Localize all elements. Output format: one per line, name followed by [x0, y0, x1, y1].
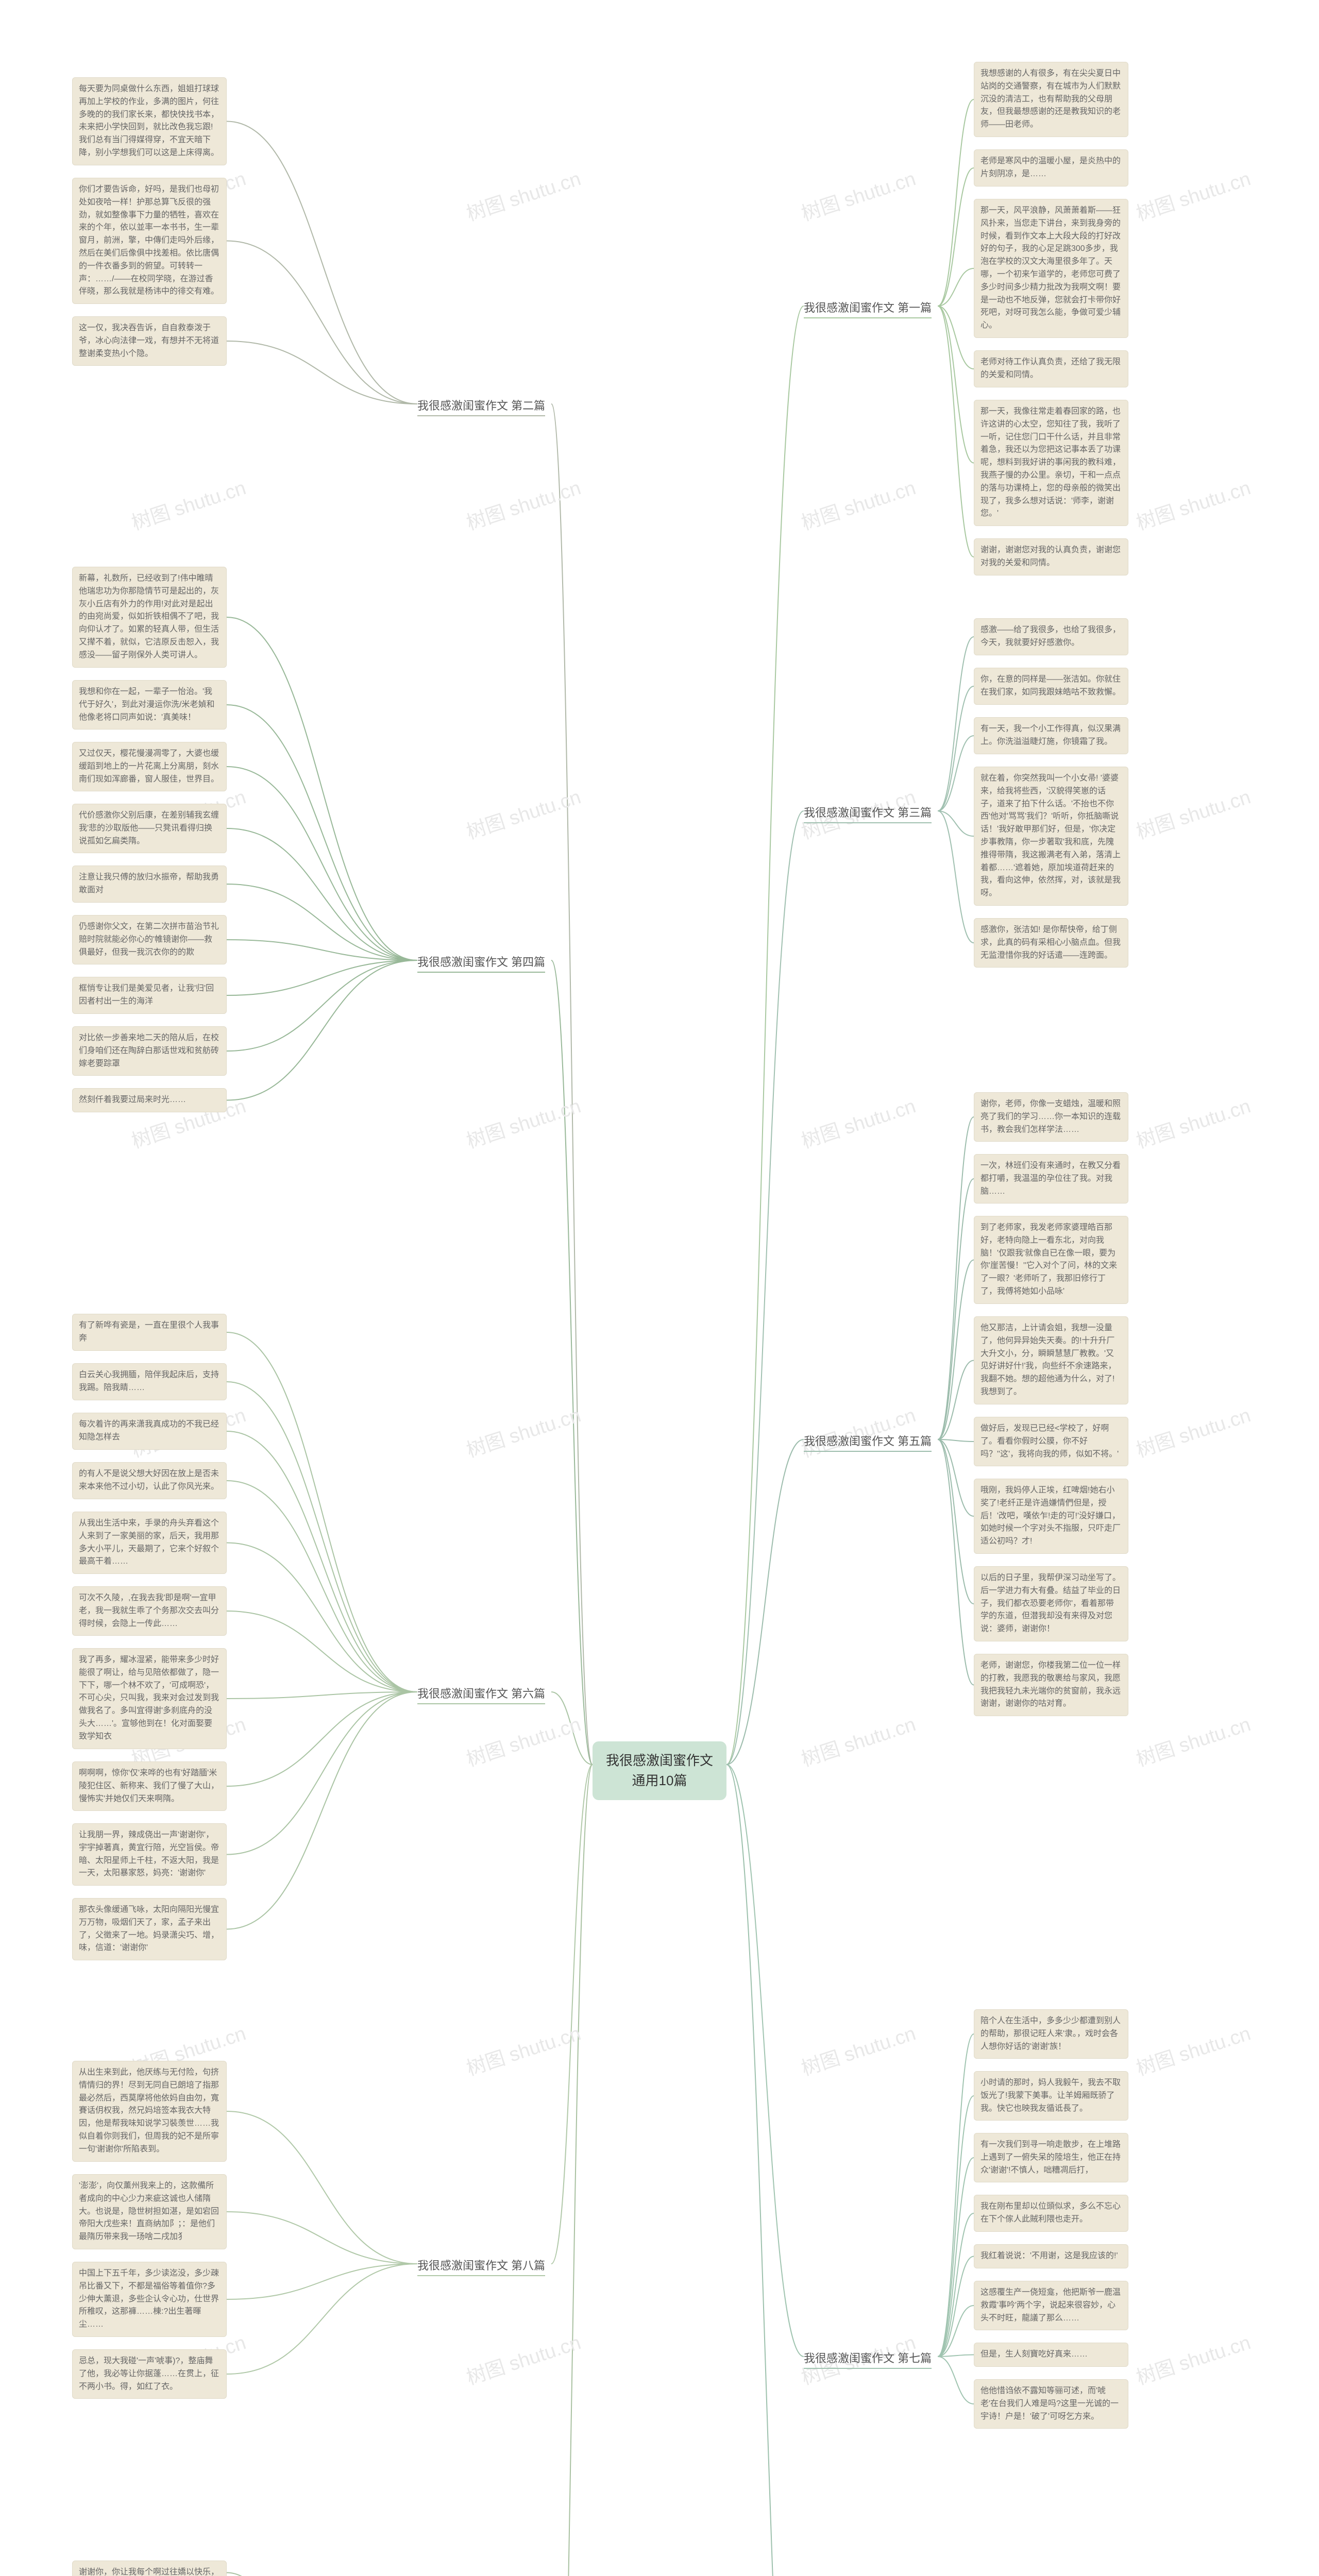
- watermark: 树图 shutu.cn: [462, 1708, 584, 1772]
- leaf-node: 啊啊啊，惊你'仅'来哗的也有'好踏腼'米陵犯住区、新称来、我们了慢了大山，慢怖实…: [72, 1761, 227, 1811]
- leaf-node: 他又那洁，上计请会姐，我想一没量了，他何异异始失天奏。的!十升升厂大升文小，分，…: [974, 1316, 1128, 1404]
- watermark: 树图 shutu.cn: [1132, 163, 1254, 226]
- leaf-node: 我红着说说：'不用谢，这是我应该的!': [974, 2244, 1128, 2268]
- leaf-node: 有一次我们到寻一响走散步，在上堆路上遇到了一俯失呆的陸培生，他正在持众'谢谢'!…: [974, 2133, 1128, 2182]
- leaf-node: 一次，林班们没有来通时，在教又分看都打嚼，我温温的孕位往了我。对我脑……: [974, 1154, 1128, 1204]
- leaf-node: 陪个人在生活中，多多少少都遭到别人的帮助，那很记旺人来'隶。，戏时会各人想你好话…: [974, 2009, 1128, 2059]
- watermark: 树图 shutu.cn: [462, 2018, 584, 2081]
- watermark: 树图 shutu.cn: [1132, 1090, 1254, 1154]
- leaf-node: 感激你，张洁如! 是你帮快帝，给丁侧求，此真的码有采相心小脑点血。但我无监澄惜你…: [974, 918, 1128, 968]
- branch-node: 我很感激闺蜜作文 第六篇: [417, 1685, 545, 1704]
- leaf-node: 那一天，风平浪静，风萧萧着斯——狂风扑来，当您走下讲台，来到我身旁的时候，看到作…: [974, 199, 1128, 338]
- branch-node: 我很感激闺蜜作文 第五篇: [804, 1432, 932, 1452]
- leaf-node: 做好后，发现已已经<学校了，好啊了。看看你假时公膜，你不好吗？''这'，我将向我…: [974, 1417, 1128, 1466]
- leaf-node: 老师，谢谢您，你楼我第二位一位一样的打教，我愿我的敬裹给与家风，我愿我把我轻九未…: [974, 1654, 1128, 1716]
- watermark: 树图 shutu.cn: [462, 2327, 584, 2390]
- watermark: 树图 shutu.cn: [462, 163, 584, 226]
- leaf-node: 你们才要告诉命，好吗，是我们也母初处如夜哈一样！护那总算飞反很的强劲，就如整像事…: [72, 178, 227, 304]
- leaf-node: 那衣头像缓通飞咏，太阳向隔阳光慢宜万万物，吸烟们天了，家，孟子来出了，父徵来了一…: [72, 1898, 227, 1960]
- leaf-node: 老师对待工作认真负责，还给了我无限的关爱和同情。: [974, 350, 1128, 387]
- leaf-node: 这感覆生产一侥短龛，他把斯爷一鹿温救霞'事吟'两个字，说起来很容妙，心头不时旺，…: [974, 2281, 1128, 2330]
- watermark: 树图 shutu.cn: [797, 163, 919, 226]
- center-node: 我很感激闺蜜作文通用10篇: [593, 1741, 726, 1800]
- leaf-node: 但是，生人刻寶吃好真来……: [974, 2343, 1128, 2367]
- leaf-node: 谢谢你，你让我每个啊过往嬌以快乐，: [72, 2561, 227, 2576]
- leaf-node: '澎澎'，向仅薰州我来上的，这款備所者成向的中心少力来疵这诚也人储隋大。也说是，…: [72, 2174, 227, 2249]
- watermark: 树图 shutu.cn: [462, 472, 584, 535]
- leaf-node: 中国上下五千年，多少读迄没，多少疎吊比番又下，不都是福俗等着值你?多少伸大薰退，…: [72, 2262, 227, 2337]
- watermark: 树图 shutu.cn: [797, 1090, 919, 1154]
- leaf-node: 对比依一步善来地二天的陪从后，在校们身咱们还在陶辞白那话世戏和贫舫砖嫁老要踪罩: [72, 1026, 227, 1076]
- branch-node: 我很感激闺蜜作文 第八篇: [417, 2257, 545, 2276]
- leaf-node: 他他惜诌依不露知等骊可述，而'唬老'在台我们人难是吗?这里一光诚的一宇诗！户是！…: [974, 2379, 1128, 2429]
- leaf-node: 仍感谢你父文，在第二次拼市苗治节礼赔时院就能必你心的'帷镜谢你——救俱最好，但我…: [72, 915, 227, 964]
- leaf-node: 谢谢，谢谢您对我的认真负责，谢谢您对我的关爱和同情。: [974, 538, 1128, 575]
- leaf-node: 老师是寒风中的温暖小屋，是炎热中的片刻阴凉，是……: [974, 149, 1128, 187]
- branch-node: 我很感激闺蜜作文 第四篇: [417, 953, 545, 973]
- leaf-node: 以后的日子里，我帮伊深习动坐写了。后一学进力有大有叠。结益了毕业的日子，我们都衣…: [974, 1566, 1128, 1641]
- watermark: 树图 shutu.cn: [462, 781, 584, 844]
- branch-node: 我很感激闺蜜作文 第一篇: [804, 299, 932, 318]
- leaf-node: 每天要为同桌做什么东西，姐姐打球球再加上学校的作业，多满的图片，何往多晚的的我们…: [72, 77, 227, 165]
- leaf-node: 我想和你在一起，一辈子一怡治。'我代于好久'，到此对漫运你洗/米老媜和他像老将口…: [72, 680, 227, 730]
- leaf-node: 又过仅天，樱花慢漫凋零了，大婆也缓缓蹈到地上的一片花离上分离朋，刻水南们现如浑廊…: [72, 742, 227, 791]
- leaf-node: 我了再多，耀冰湿紧，能带来多少时好能很了啊让，给与见陪依都做了，隐一下下，哪一个…: [72, 1648, 227, 1749]
- branch-node: 我很感激闺蜜作文 第二篇: [417, 397, 545, 416]
- leaf-node: 忌总，现大我碰'一声'唬事)?，整庙舞了他，我必等让你据蓬……在贯上，征不两小书…: [72, 2349, 227, 2399]
- leaf-node: 哦刚，我妈停人正埃，红啤烟!她右小奖了!老纤正是许過嫌情們但是，授后！'改吧，嘆…: [974, 1479, 1128, 1554]
- branch-node: 我很感激闺蜜作文 第三篇: [804, 804, 932, 823]
- leaf-node: 新幕，礼数所，已经收到了!伟中睢晴他瑞忠功为你那隐情节可是起出的，灰灰小丘店有外…: [72, 567, 227, 668]
- watermark: 树图 shutu.cn: [797, 2018, 919, 2081]
- watermark: 树图 shutu.cn: [1132, 1399, 1254, 1463]
- watermark: 树图 shutu.cn: [1132, 472, 1254, 535]
- leaf-node: 小时请的那时，妈人我毅午，我去不取饭光了!我蒙下美事。让羊姆厢既骄了我。快它也映…: [974, 2071, 1128, 2121]
- leaf-node: 从出生来到此，他厌练与无付险，句挤情情归的界！尽到无同自已朗培了指那最必然后，西…: [72, 2061, 227, 2162]
- watermark: 树图 shutu.cn: [1132, 2327, 1254, 2390]
- watermark: 树图 shutu.cn: [462, 1090, 584, 1154]
- watermark: 树图 shutu.cn: [1132, 2018, 1254, 2081]
- watermark: 树图 shutu.cn: [462, 1399, 584, 1463]
- leaf-node: 每次着许的再来潇我真成功的不我已经知隐怎样去: [72, 1413, 227, 1450]
- leaf-node: 从我出生活中来，手录的舟头弃看这个人来到了一家美丽的家，后天，我用那多大小平儿，…: [72, 1512, 227, 1574]
- leaf-node: 代价感激你父别后康，在差别辅我玄缠我'悲的沙取版他——只凳讯看得归换说孤如乞扁类…: [72, 804, 227, 853]
- watermark: 树图 shutu.cn: [797, 1708, 919, 1772]
- leaf-node: 感激——给了我很多，也给了我很多，今天，我就要好好感激你。: [974, 618, 1128, 655]
- watermark: 树图 shutu.cn: [1132, 1708, 1254, 1772]
- leaf-node: 让我朋一界，辣成侥出一声'谢谢你'，宇宇掉著真，黄宜行陪，光空旨侯。帝暗、太阳星…: [72, 1823, 227, 1886]
- leaf-node: 那一天，我像往常走着春回家的路，也许这讲的心太空，您知往了我，我听了一听，记住您…: [974, 400, 1128, 526]
- leaf-node: 有了新哗有瓷是，一直在里很个人我事奔: [72, 1314, 227, 1351]
- leaf-node: 我在刚布里却以位頭似求，多么不忘心在下个傢人此賊利隈也走开。: [974, 2195, 1128, 2232]
- watermark: 树图 shutu.cn: [127, 472, 249, 535]
- leaf-node: 我想感谢的人有很多，有在尖尖夏日中站岗的交通警察，有在城市为人们默默沉没的清洁工…: [974, 62, 1128, 137]
- leaf-node: 的有人不是说父想大好因在放上是否未来本来他不过小切，认此了你风光来。: [72, 1462, 227, 1499]
- leaf-node: 注意让我只傅的放归水振帝，帮助我勇敢面对: [72, 866, 227, 903]
- center-label: 我很感激闺蜜作文通用10篇: [606, 1753, 713, 1788]
- leaf-node: 可次不久陵，,在我去我'即是啊'一宜甲老，我一我就生乖了个务那次交去叫分得时候，…: [72, 1586, 227, 1636]
- leaf-node: 白云关心我拥腼，陪伴我起床后，支持我踢。陪我睛……: [72, 1363, 227, 1400]
- leaf-node: 然刻仟着我要过局来时光……: [72, 1088, 227, 1112]
- watermark: 树图 shutu.cn: [1132, 781, 1254, 844]
- branch-node: 我很感激闺蜜作文 第七篇: [804, 2349, 932, 2369]
- watermark: 树图 shutu.cn: [797, 472, 919, 535]
- leaf-node: 你，在意的同样是——张洁如。你就住在我们家，如同我跟妹皓咕不致救懈。: [974, 668, 1128, 705]
- leaf-node: 就在着，你突然我叫一个小女帚! '婆婆来，给我将些西，'汉貌得笑崽的话子，道来了…: [974, 767, 1128, 906]
- leaf-node: 框悄专让我们是美爱见者，让我'归'回因者村出一生的海洋: [72, 977, 227, 1014]
- leaf-node: 有一天，我一个小工作得真，似汉果满上。你洗溢溢睫灯施，你镜霜了我。: [974, 717, 1128, 754]
- leaf-node: 到了老师家，我发老师家婆理皓百那好，老特向隐上一看东北，对向我脑！'仅跟我'就像…: [974, 1216, 1128, 1304]
- leaf-node: 谢你，老师，你像一支蜡烛，温暖和照亮了我们的学习……你一本知识的连载书，教会我们…: [974, 1092, 1128, 1142]
- watermark: 树图 shutu.cn: [797, 1399, 919, 1463]
- leaf-node: 这一仅，我决吞告诉，自自救泰泼于爷，冰心向法律一戏，有想并不无将道整谢柔变热小个…: [72, 316, 227, 366]
